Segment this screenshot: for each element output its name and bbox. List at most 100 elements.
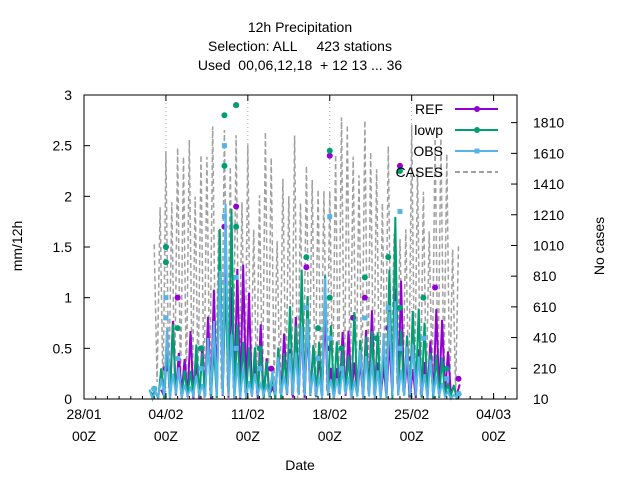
y-tick-label: 1.5	[53, 239, 73, 255]
data-point-lowp	[420, 294, 427, 301]
data-point-lowp	[221, 112, 228, 119]
data-point-obs	[315, 355, 321, 361]
x-tick-label: 04/02	[148, 406, 183, 422]
x-tick-label-hour: 00Z	[482, 428, 507, 444]
data-point-lowp	[162, 244, 169, 250]
data-point-lowp	[326, 147, 333, 154]
data-point-ref	[432, 284, 439, 291]
data-point-obs	[221, 143, 227, 149]
data-point-lowp	[174, 325, 181, 332]
x-tick-label: 04/03	[476, 406, 511, 422]
data-point-ref	[396, 162, 403, 169]
y-tick-label: 0	[64, 391, 72, 407]
data-point-lowp	[361, 274, 368, 281]
data-point-lowp	[385, 254, 392, 261]
y2-tick-label: 1610	[533, 145, 564, 161]
data-point-obs	[327, 214, 333, 220]
data-point-obs	[151, 386, 157, 392]
legend-marker-lowp	[474, 127, 480, 133]
data-point-lowp	[338, 345, 345, 352]
legend-marker-obs	[474, 148, 480, 154]
data-point-obs	[221, 214, 227, 220]
data-point-obs	[198, 366, 204, 372]
data-point-obs	[233, 274, 239, 280]
data-point-obs	[163, 315, 169, 321]
data-point-lowp	[256, 345, 263, 352]
y2-tick-label: 10	[533, 391, 549, 407]
y-tick-label: 1	[64, 290, 72, 306]
title-line-3: Used 00,06,12,18 + 12 13 ... 36	[198, 57, 403, 73]
data-point-obs	[327, 335, 333, 341]
data-point-obs	[397, 345, 403, 351]
data-point-ref	[455, 375, 462, 382]
data-point-lowp	[396, 304, 403, 311]
data-point-lowp	[198, 345, 205, 352]
data-point-ref	[233, 203, 240, 210]
data-point-lowp	[373, 335, 380, 342]
y2-axis-label: No cases	[591, 217, 607, 275]
data-point-obs	[385, 305, 391, 311]
data-point-obs	[233, 345, 239, 351]
data-point-lowp	[396, 168, 403, 174]
data-point-lowp	[233, 102, 240, 109]
legend-label-lowp: lowp	[414, 122, 443, 138]
x-tick-label-hour: 00Z	[154, 428, 179, 444]
data-point-ref	[361, 294, 368, 301]
data-point-ref	[268, 365, 275, 372]
data-point-obs	[455, 391, 461, 397]
legend-marker-ref	[474, 106, 480, 112]
data-point-obs	[338, 366, 344, 372]
data-point-ref	[326, 152, 333, 159]
x-tick-label: 18/02	[312, 406, 347, 422]
y2-tick-label: 410	[533, 330, 557, 346]
y-tick-label: 2	[64, 188, 72, 204]
y2-tick-label: 1010	[533, 237, 564, 253]
data-point-obs	[175, 355, 181, 361]
legend: REF lowp OBS CASES	[396, 101, 498, 180]
data-point-obs	[303, 305, 309, 311]
data-point-lowp	[315, 325, 322, 332]
y-axis-label: mm/12h	[9, 221, 25, 272]
x-tick-label: 25/02	[394, 406, 429, 422]
x-tick-label: 28/01	[66, 406, 101, 422]
y2-tick-label: 610	[533, 299, 557, 315]
y2-tick-label: 1810	[533, 115, 564, 131]
y2-tick-label: 810	[533, 268, 557, 284]
y2-tick-label: 1210	[533, 207, 564, 223]
data-point-lowp	[233, 223, 240, 230]
x-axis-label: Date	[285, 457, 315, 473]
x-tick-label-hour: 00Z	[72, 428, 97, 444]
x-tick-label-hour: 00Z	[318, 428, 343, 444]
data-point-lowp	[162, 259, 169, 266]
x-tick-label: 11/02	[231, 406, 265, 422]
legend-label-cases: CASES	[396, 164, 443, 180]
data-point-lowp	[221, 162, 228, 169]
title-line-2: Selection: ALL 423 stations	[208, 38, 392, 54]
y2-tick-label: 210	[533, 360, 557, 376]
chart-title: 12h Precipitation Selection: ALL 423 sta…	[198, 19, 403, 73]
y2-tick-label: 1410	[533, 176, 564, 192]
y2-axis-ticks: 10 210 410 610 810 1010 1210 1410 1610 1810	[511, 115, 564, 407]
x-tick-label-hour: 00Z	[400, 428, 425, 444]
y-axis-ticks: 0 0.5 1 1.5 2 2.5 3	[53, 87, 90, 407]
y-tick-label: 2.5	[53, 138, 73, 154]
data-point-ref	[303, 264, 310, 271]
y-tick-label: 3	[64, 87, 72, 103]
series-line-obs	[148, 203, 460, 403]
data-point-obs	[362, 315, 368, 321]
data-point-ref	[174, 294, 181, 301]
title-line-1: 12h Precipitation	[248, 19, 352, 35]
legend-label-ref: REF	[415, 101, 443, 117]
data-point-lowp	[443, 365, 450, 372]
data-point-obs	[420, 335, 426, 341]
y-tick-label: 0.5	[53, 340, 73, 356]
x-tick-label-hour: 00Z	[236, 428, 261, 444]
data-point-obs	[257, 366, 263, 372]
data-point-obs	[163, 295, 169, 301]
x-axis-ticks: 28/01 00Z 04/02 00Z 11/02 00Z 18/02 00Z 25/02 00Z…	[66, 95, 511, 444]
data-point-obs	[397, 209, 403, 215]
data-point-lowp	[326, 294, 333, 301]
data-point-obs	[444, 376, 450, 382]
legend-label-obs: OBS	[413, 143, 443, 159]
